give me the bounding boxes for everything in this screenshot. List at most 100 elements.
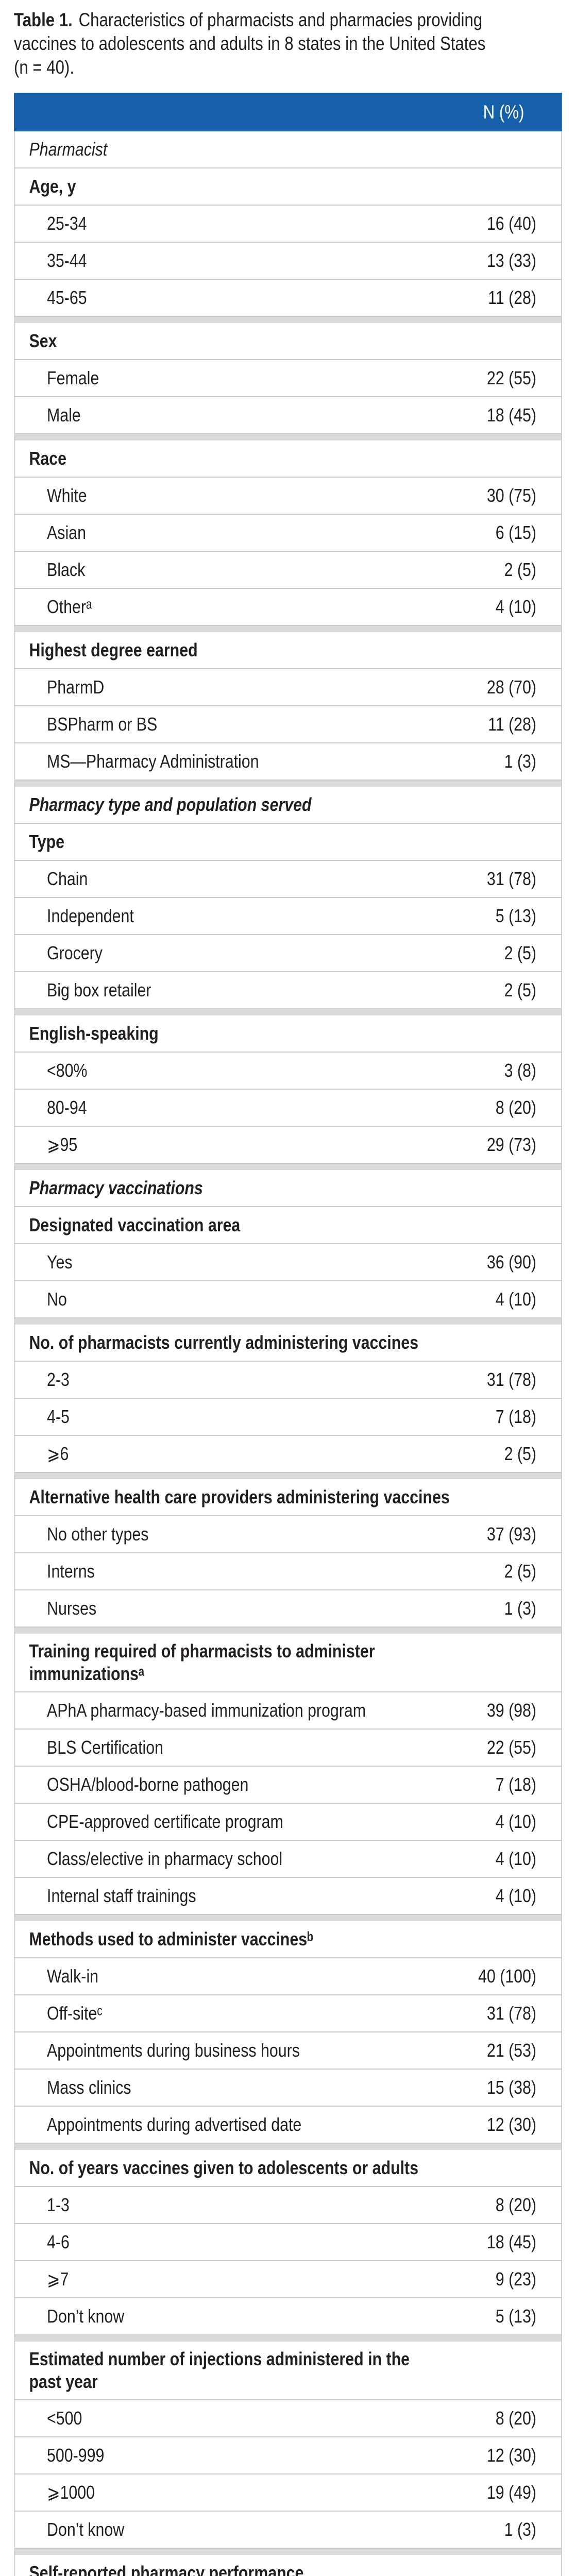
table-row: 25-34 16 (40): [14, 206, 562, 243]
table-row: 4-6 18 (45): [14, 2224, 562, 2261]
row-label: Alternative health care providers admini…: [29, 1486, 450, 1507]
row-label: Estimated number of injections administe…: [29, 2348, 410, 2392]
table-row: PharmD 28 (70): [14, 669, 562, 706]
group-header-row: Designated vaccination area: [14, 1207, 562, 1244]
table-title-line: Table 1. Characteristics of pharmacists a…: [14, 8, 562, 32]
table-row: Black 2 (5): [14, 552, 562, 589]
row-label: Nurses: [47, 1598, 97, 1619]
table-row: MS—Pharmacy Administration 1 (3): [14, 743, 562, 781]
table-row: BSPharm or BS 11 (28): [14, 706, 562, 743]
section-separator-band: [14, 1009, 562, 1015]
row-label: No other types: [47, 1523, 149, 1545]
row-label: Grocery: [47, 942, 103, 963]
row-label: English-speaking: [29, 1023, 159, 1044]
row-value: 8 (20): [495, 1097, 536, 1118]
group-header-row: Alternative health care providers admini…: [14, 1479, 562, 1516]
row-value: 7 (18): [495, 1406, 536, 1427]
table-row: Internal staff trainings 4 (10): [14, 1878, 562, 1915]
row-value: 30 (75): [486, 485, 536, 506]
group-header-row: Estimated number of injections administe…: [14, 2342, 562, 2400]
group-header-row: Self-reported pharmacy performance: [14, 2555, 562, 2576]
row-label: Highest degree earned: [29, 639, 198, 660]
row-value: 40 (100): [478, 1965, 536, 1987]
table-row: Yes 36 (90): [14, 1244, 562, 1281]
table-row: Independent 5 (13): [14, 898, 562, 935]
group-header-row: Race: [14, 440, 562, 478]
table-row: White 30 (75): [14, 478, 562, 515]
row-label: PharmD: [47, 676, 105, 698]
row-value: 4 (10): [495, 1811, 536, 1832]
group-header-row: No. of years vaccines given to adolescen…: [14, 2150, 562, 2187]
row-value: 3 (8): [504, 1060, 536, 1081]
row-value: 31 (78): [486, 868, 536, 889]
row-label: White: [47, 485, 87, 506]
table-row: Otherᵃ 4 (10): [14, 589, 562, 626]
group-header-row: Methods used to administer vaccinesᵇ: [14, 1921, 562, 1958]
row-label: Training required of pharmacists to admi…: [29, 1640, 375, 1684]
row-value: 21 (53): [486, 2040, 536, 2061]
table-row: 1-3 8 (20): [14, 2187, 562, 2224]
row-value: 4 (10): [495, 1848, 536, 1869]
section-separator-band: [14, 1164, 562, 1170]
row-value: 31 (78): [486, 2003, 536, 2024]
row-label: Mass clinics: [47, 2077, 131, 2098]
row-label: 4-6: [47, 2231, 70, 2252]
row-label: No. of years vaccines given to adolescen…: [29, 2157, 418, 2178]
row-value: 1 (3): [504, 2519, 536, 2540]
row-label: MS—Pharmacy Administration: [47, 751, 259, 772]
row-value: 9 (23): [495, 2268, 536, 2290]
row-label: OSHA/blood-borne pathogen: [47, 1774, 249, 1795]
table-title-text: Characteristics of pharmacists and pharm…: [78, 9, 483, 30]
row-value: 5 (13): [495, 905, 536, 926]
table-row: ⩾6 2 (5): [14, 1436, 562, 1473]
row-label: BLS Certification: [47, 1737, 164, 1758]
row-value: 6 (15): [495, 522, 536, 543]
row-label: 500-999: [47, 2445, 105, 2466]
row-label: Type: [29, 831, 65, 852]
table-number-label: Table 1.: [13, 9, 73, 30]
row-label: Interns: [47, 1561, 95, 1582]
section-separator-band: [14, 2144, 562, 2150]
group-header-row: Highest degree earned: [14, 632, 562, 669]
row-value: 13 (33): [486, 250, 536, 271]
row-value: 22 (55): [486, 1737, 536, 1758]
table-row: <80% 3 (8): [14, 1053, 562, 1090]
row-value: 2 (5): [504, 942, 536, 963]
row-label: Appointments during advertised date: [47, 2114, 302, 2135]
group-header-row: Type: [14, 824, 562, 861]
section-separator-band: [14, 434, 562, 440]
table-body: Pharmacist Age, y 25-34 16 (40) 35-44 13 (33)…: [13, 131, 562, 2576]
row-label: No: [47, 1289, 67, 1310]
table-title: Table 1. Characteristics of pharmacists a…: [14, 8, 562, 79]
column-header-n-percent: N (%): [483, 101, 525, 123]
row-value: 15 (38): [486, 2077, 536, 2098]
table-row: Mass clinics 15 (38): [14, 2070, 562, 2107]
table-row: <500 8 (20): [14, 2400, 562, 2437]
table-row: Don’t know 5 (13): [14, 2298, 562, 2335]
row-value: 19 (49): [486, 2482, 536, 2503]
section-header-row: Pharmacy type and population served: [14, 787, 562, 824]
row-label: 35-44: [47, 250, 87, 271]
row-label: <500: [47, 2408, 82, 2429]
row-label: Methods used to administer vaccinesᵇ: [29, 1928, 313, 1950]
row-label: <80%: [47, 1060, 88, 1081]
row-label: Designated vaccination area: [29, 1214, 241, 1235]
row-label: Appointments during business hours: [47, 2040, 300, 2061]
row-value: 7 (18): [495, 1774, 536, 1795]
section-separator-band: [14, 781, 562, 787]
row-label: APhA pharmacy-based immunization program: [47, 1700, 366, 1721]
row-value: 11 (28): [488, 714, 536, 735]
table-row: Interns 2 (5): [14, 1553, 562, 1590]
row-value: 2 (5): [504, 1443, 536, 1464]
group-header-row: Training required of pharmacists to admi…: [14, 1634, 562, 1692]
row-value: 36 (90): [486, 1251, 536, 1273]
group-header-row: Age, y: [14, 168, 562, 206]
row-value: 2 (5): [504, 1561, 536, 1582]
table-row: No 4 (10): [14, 1281, 562, 1318]
section-separator-band: [14, 317, 562, 323]
row-value: 1 (3): [504, 1598, 536, 1619]
row-value: 31 (78): [486, 1369, 536, 1390]
row-value: 8 (20): [495, 2194, 536, 2215]
table-row: No other types 37 (93): [14, 1516, 562, 1553]
section-separator-band: [14, 2335, 562, 2342]
